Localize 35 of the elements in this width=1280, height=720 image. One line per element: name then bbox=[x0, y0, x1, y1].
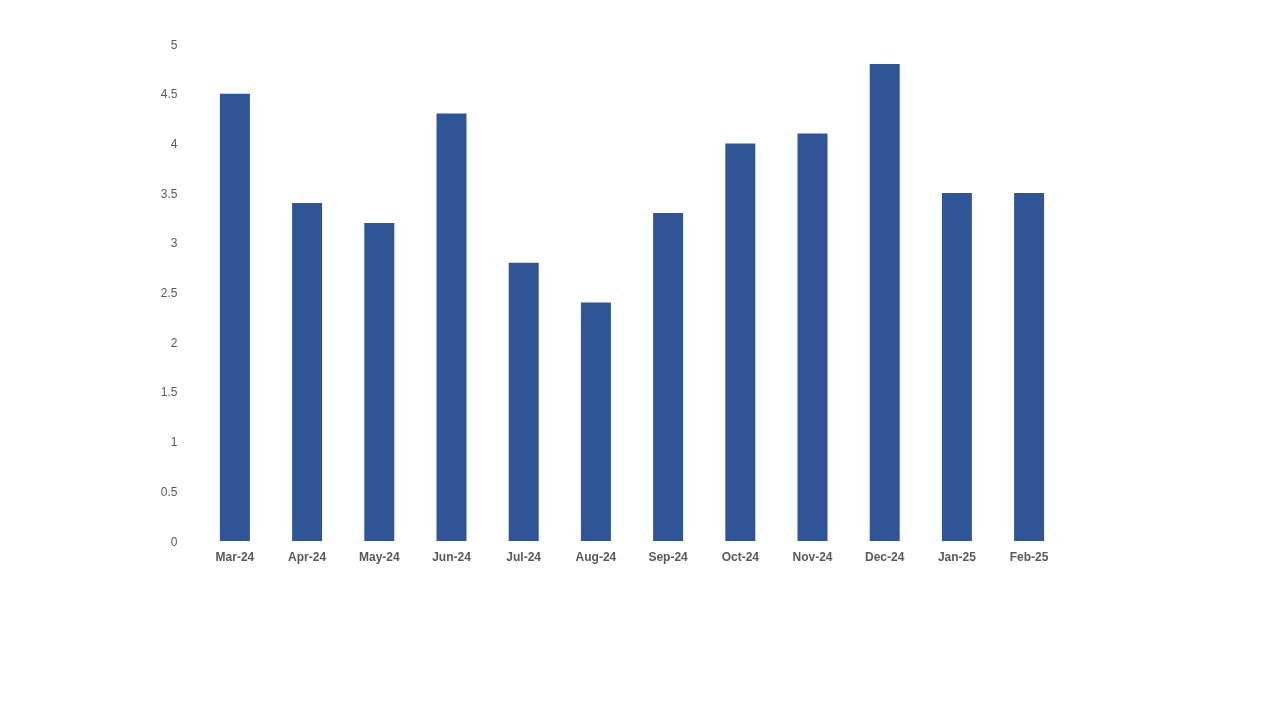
bar bbox=[869, 63, 900, 541]
bar bbox=[653, 212, 684, 541]
y-tick-label: 0 bbox=[170, 534, 178, 549]
y-tick-label: 5 bbox=[170, 37, 178, 52]
bar bbox=[725, 143, 756, 541]
x-tick-label: Oct-24 bbox=[721, 549, 760, 564]
bar bbox=[292, 203, 323, 541]
y-tick-label: 1 bbox=[170, 435, 178, 450]
bar bbox=[941, 193, 972, 541]
x-tick-label: Jul-24 bbox=[506, 549, 542, 564]
x-tick-label: Sep-24 bbox=[648, 549, 689, 564]
bar bbox=[364, 222, 395, 541]
y-tick-label: 3 bbox=[170, 236, 178, 251]
x-tick-label: May-24 bbox=[358, 549, 400, 564]
y-tick-label: 3.5 bbox=[160, 186, 178, 201]
y-tick-label: 2.5 bbox=[160, 286, 178, 300]
y-tick-label: 4.5 bbox=[160, 87, 178, 102]
x-tick-label: Mar-24 bbox=[215, 549, 255, 564]
x-tick-label: Aug-24 bbox=[575, 549, 617, 564]
bar bbox=[1014, 193, 1045, 541]
y-tick-label: 4 bbox=[170, 136, 178, 151]
x-tick-label: Apr-24 bbox=[288, 549, 327, 564]
y-tick-label: 2 bbox=[170, 335, 178, 350]
x-tick-label: Jan-25 bbox=[937, 549, 977, 564]
x-tick-label: Jun-24 bbox=[432, 549, 472, 564]
bar bbox=[219, 93, 250, 541]
x-tick-label: Feb-25 bbox=[1009, 549, 1049, 564]
bar bbox=[436, 113, 467, 541]
bar bbox=[580, 302, 611, 541]
y-tick-label: 0.5 bbox=[160, 484, 178, 499]
bar bbox=[797, 133, 828, 541]
bar bbox=[508, 262, 539, 541]
x-tick-label: Dec-24 bbox=[865, 549, 905, 564]
y-tick-label: 1.5 bbox=[160, 385, 178, 400]
x-tick-label: Nov-24 bbox=[792, 549, 833, 564]
